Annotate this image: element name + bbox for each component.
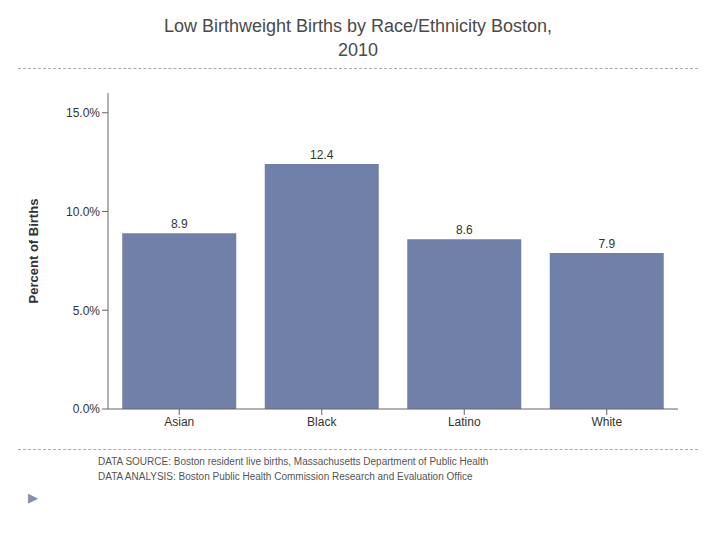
svg-text:Percent of Births: Percent of Births bbox=[26, 199, 41, 304]
svg-text:Latino: Latino bbox=[448, 415, 481, 429]
svg-text:5.0%: 5.0% bbox=[73, 304, 101, 318]
html-text:DATA SOURCE: Boston resident l: DATA SOURCE: Boston resident live births… bbox=[98, 456, 489, 467]
svg-text:White: White bbox=[591, 415, 622, 429]
html-text:2010: 2010 bbox=[338, 40, 378, 60]
html-text:DATA ANALYSIS: Boston Public H: DATA ANALYSIS: Boston Public Health Comm… bbox=[98, 471, 473, 482]
svg-text:15.0%: 15.0% bbox=[66, 106, 100, 120]
svg-text:10.0%: 10.0% bbox=[66, 205, 100, 219]
svg-text:Asian: Asian bbox=[164, 415, 194, 429]
svg-text:0.0%: 0.0% bbox=[73, 402, 101, 416]
svg-text:8.6: 8.6 bbox=[456, 223, 473, 237]
svg-text:12.4: 12.4 bbox=[310, 148, 334, 162]
svg-text:7.9: 7.9 bbox=[598, 237, 615, 251]
svg-text:8.9: 8.9 bbox=[171, 217, 188, 231]
html-text:Low Birthweight Births by Race: Low Birthweight Births by Race/Ethnicity… bbox=[163, 16, 553, 36]
svg-text:Black: Black bbox=[307, 415, 337, 429]
